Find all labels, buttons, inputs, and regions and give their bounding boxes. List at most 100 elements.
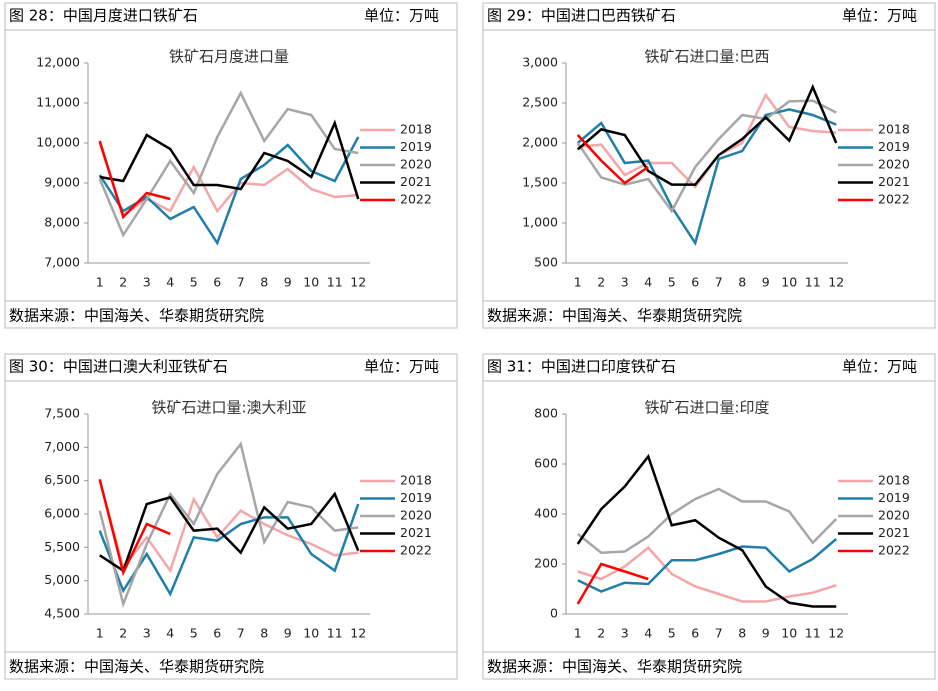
y-tick-label: 0: [550, 606, 558, 621]
panel-border: [4, 2, 458, 329]
x-tick-label: 3: [143, 626, 151, 641]
y-tick-label: 600: [534, 456, 558, 471]
series-line: [98, 441, 359, 609]
chart-title: 铁矿石进口量:印度: [644, 399, 769, 417]
y-tick-label: 500: [534, 255, 558, 270]
x-tick-label: 1: [96, 626, 104, 641]
legend-label: 2021: [400, 525, 432, 540]
figure-title: 图 30：中国进口澳大利亚铁矿石: [9, 358, 228, 376]
x-tick-label: 2: [119, 626, 127, 641]
legend-label: 2022: [878, 543, 910, 558]
legend-label: 2020: [400, 157, 432, 172]
series-line: [576, 487, 838, 555]
x-tick-label: 6: [213, 626, 221, 641]
x-tick-label: 3: [621, 626, 629, 641]
series-line: [576, 99, 837, 214]
series-line: [577, 538, 838, 593]
x-tick-label: 9: [284, 626, 292, 641]
series-line: [576, 562, 649, 605]
source: 数据来源：中国海关、华泰期货研究院: [487, 658, 742, 676]
source: 数据来源：中国海关、华泰期货研究院: [487, 307, 742, 325]
chart-title: 铁矿石月度进口量: [169, 48, 289, 66]
x-tick-label: 2: [597, 275, 605, 290]
y-tick-label: 2,000: [522, 135, 558, 150]
unit: 单位：万吨: [364, 7, 439, 25]
legend-label: 2022: [400, 543, 432, 558]
x-tick-label: 2: [119, 275, 127, 290]
x-tick-label: 10: [303, 626, 319, 641]
unit: 单位：万吨: [364, 358, 439, 376]
legend-label: 2020: [878, 508, 910, 523]
y-tick-label: 11,000: [36, 95, 80, 110]
figure-title: 图 29：中国进口巴西铁矿石: [487, 7, 676, 25]
x-tick-label: 3: [143, 275, 151, 290]
legend-label: 2019: [878, 139, 910, 154]
panel-border: [4, 353, 458, 680]
legend-label: 2018: [878, 122, 910, 137]
x-tick-label: 5: [668, 275, 676, 290]
x-tick-label: 1: [574, 275, 582, 290]
x-tick-label: 4: [166, 626, 174, 641]
chart-title: 铁矿石进口量:巴西: [644, 48, 769, 66]
y-tick-label: 400: [534, 506, 558, 521]
x-tick-label: 8: [260, 626, 268, 641]
y-tick-label: 3,000: [522, 55, 558, 70]
legend-label: 2018: [400, 473, 432, 488]
series-line: [98, 136, 360, 246]
x-tick-label: 7: [237, 626, 245, 641]
unit: 单位：万吨: [842, 358, 917, 376]
unit: 单位：万吨: [842, 7, 917, 25]
y-tick-label: 6,000: [44, 506, 80, 521]
legend-label: 2019: [878, 490, 910, 505]
x-tick-label: 11: [805, 626, 821, 641]
y-tick-label: 800: [534, 406, 558, 421]
x-tick-label: 9: [284, 275, 292, 290]
series-line: [99, 491, 360, 573]
series-line: [99, 119, 360, 200]
series-line: [576, 83, 838, 186]
legend-label: 2022: [878, 192, 910, 207]
y-tick-label: 10,000: [36, 135, 80, 150]
legend-label: 2021: [878, 174, 910, 189]
legend-label: 2022: [400, 192, 432, 207]
x-tick-label: 6: [691, 626, 699, 641]
y-tick-label: 6,500: [44, 472, 80, 487]
legend-label: 2020: [878, 157, 910, 172]
figure-title: 图 31：中国进口印度铁矿石: [487, 358, 676, 376]
y-tick-label: 2,500: [522, 95, 558, 110]
y-tick-label: 5,000: [44, 572, 80, 587]
legend-label: 2018: [400, 122, 432, 137]
x-tick-label: 12: [350, 275, 366, 290]
y-tick-label: 12,000: [36, 55, 80, 70]
x-tick-label: 6: [691, 275, 699, 290]
x-tick-label: 6: [213, 275, 221, 290]
x-tick-label: 10: [781, 275, 797, 290]
x-tick-label: 5: [190, 275, 198, 290]
x-tick-label: 7: [237, 275, 245, 290]
y-tick-label: 1,000: [522, 215, 558, 230]
x-tick-label: 5: [190, 626, 198, 641]
panel-border: [482, 2, 936, 329]
x-tick-label: 11: [327, 626, 343, 641]
x-tick-label: 1: [96, 275, 104, 290]
x-tick-label: 8: [738, 626, 746, 641]
y-tick-label: 9,000: [44, 175, 80, 190]
x-tick-label: 10: [781, 626, 797, 641]
x-tick-label: 8: [738, 275, 746, 290]
x-tick-label: 12: [828, 626, 844, 641]
series-line: [98, 140, 171, 220]
x-tick-label: 11: [327, 275, 343, 290]
series-line: [577, 546, 837, 603]
x-tick-label: 7: [715, 275, 723, 290]
legend-label: 2021: [400, 174, 432, 189]
x-tick-label: 1: [574, 626, 582, 641]
x-tick-label: 9: [762, 275, 770, 290]
series-line: [576, 453, 837, 608]
legend-label: 2019: [400, 490, 432, 505]
series-line: [98, 503, 360, 597]
y-tick-label: 5,500: [44, 539, 80, 554]
x-tick-label: 4: [644, 626, 652, 641]
series-line: [98, 479, 171, 577]
y-tick-label: 1,500: [522, 175, 558, 190]
